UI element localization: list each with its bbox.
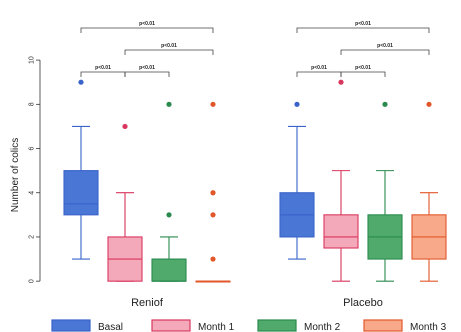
y-tick-label: 0 <box>29 279 36 283</box>
significance-bracket: p<0.01 <box>340 65 386 77</box>
outlier-point <box>338 79 344 85</box>
y-tick-label: 6 <box>29 146 36 150</box>
bracket-line <box>124 71 170 77</box>
significance-bracket: p<0.01 <box>124 43 214 55</box>
significance-label: p<0.01 <box>355 21 371 27</box>
significance-label: p<0.01 <box>139 21 155 27</box>
box-reniof-month-2 <box>151 101 187 282</box>
legend-swatch <box>151 319 191 332</box>
legend-label: Basal <box>98 322 123 332</box>
outlier-point <box>210 212 216 218</box>
box-reniof-month-1 <box>107 123 143 282</box>
significance-bracket: p<0.01 <box>340 43 430 55</box>
legend-label: Month 2 <box>304 322 341 332</box>
significance-label: p<0.01 <box>311 65 327 71</box>
significance-bracket: p<0.01 <box>296 21 430 33</box>
outlier-point <box>166 101 172 107</box>
significance-label: p<0.01 <box>95 65 111 71</box>
outlier-point <box>210 256 216 262</box>
bracket-line <box>340 71 386 77</box>
box-reniof-month-3 <box>195 101 231 283</box>
box-placebo-month-1 <box>323 79 359 282</box>
significance-label: p<0.01 <box>161 43 177 49</box>
y-tick-label: 4 <box>29 191 36 195</box>
legend-swatch <box>51 319 91 332</box>
box-iqr <box>63 170 99 216</box>
significance-bracket: p<0.01 <box>296 65 342 77</box>
bracket-line <box>340 49 430 55</box>
y-tick-label: 2 <box>29 235 36 239</box>
outlier-point <box>210 190 216 196</box>
significance-label: p<0.01 <box>377 43 393 49</box>
box-iqr <box>151 258 187 282</box>
y-tick-label: 10 <box>29 56 36 64</box>
significance-bracket: p<0.01 <box>80 21 214 33</box>
box-reniof-basal <box>63 79 99 260</box>
bracket-line <box>80 27 214 33</box>
legend-item-month-2: Month 2 <box>257 319 341 332</box>
box-placebo-month-2 <box>367 101 403 282</box>
y-axis-title: Number of colics <box>10 138 21 212</box>
box-placebo-month-3 <box>411 101 447 282</box>
legend-swatch <box>257 319 297 332</box>
outlier-point <box>166 212 172 218</box>
outlier-point <box>210 101 216 107</box>
significance-label: p<0.01 <box>355 65 371 71</box>
legend-item-basal: Basal <box>51 319 123 332</box>
legend-item-month-3: Month 3 <box>363 319 447 332</box>
y-axis: 0 2 4 6 8 10 <box>29 56 41 283</box>
legend-item-month-1: Month 1 <box>151 319 235 332</box>
box-placebo-basal <box>279 101 315 260</box>
outlier-point <box>426 101 432 107</box>
legend-label: Month 3 <box>410 322 447 332</box>
bracket-line <box>296 27 430 33</box>
plot-area: Reniof Placebo <box>63 79 447 309</box>
significance-brackets: p<0.01 p<0.01 p<0.01 p<0.01 p<0.01 p<0.01 p<0.… <box>80 21 430 77</box>
outlier-point <box>122 123 128 130</box>
outlier-point <box>294 101 300 107</box>
y-tick-label: 8 <box>29 102 36 106</box>
group-label-placebo: Placebo <box>343 297 383 309</box>
legend: Basal Month 1 Month 2 Month 3 <box>51 319 447 332</box>
bracket-line <box>124 49 214 55</box>
box-iqr <box>323 214 359 249</box>
significance-bracket: p<0.01 <box>124 65 170 77</box>
legend-swatch <box>363 319 403 332</box>
bracket-line <box>80 71 126 77</box>
significance-bracket: p<0.01 <box>80 65 126 77</box>
bracket-line <box>296 71 342 77</box>
outlier-point <box>78 79 84 85</box>
group-label-reniof: Reniof <box>131 297 164 309</box>
significance-label: p<0.01 <box>139 65 155 71</box>
outlier-point <box>382 101 388 107</box>
legend-label: Month 1 <box>198 322 235 332</box>
